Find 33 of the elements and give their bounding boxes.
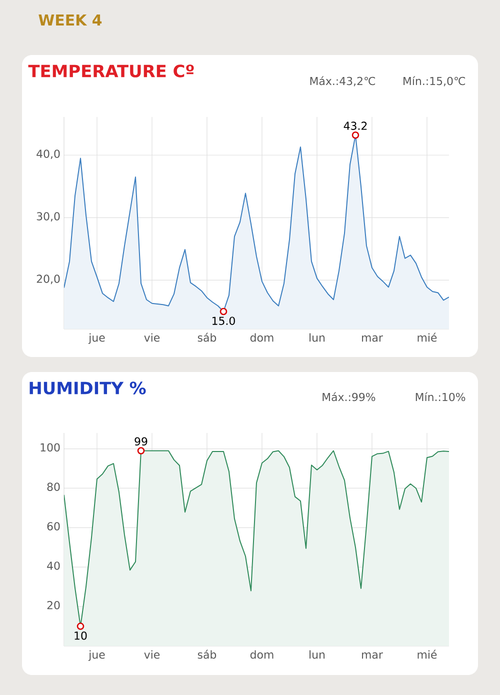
text: Mín.:10% [416, 392, 466, 402]
y-tick-label: 80 [47, 482, 60, 491]
x-tick-label: vie [144, 650, 160, 659]
y-tick-label: 100 [40, 443, 60, 452]
text: Máx.:99% [322, 392, 376, 402]
x-tick-label: sáb [198, 650, 216, 659]
y-tick-label: 20 [47, 601, 60, 610]
x-tick-label: mar [362, 652, 383, 659]
x-tick-label: mar [362, 335, 383, 342]
y-tick-label: 30,0 [36, 212, 60, 222]
chart-title: HUMIDITY % [30, 382, 146, 394]
x-tick-label: dom [250, 650, 274, 659]
annotation: 43.2 [344, 122, 367, 130]
x-tick-label: vie [144, 333, 160, 342]
x-tick-label: mié [418, 332, 437, 342]
text: Máx.:43,2℃ [310, 76, 376, 86]
x-tick-label: lun [310, 333, 325, 342]
x-tick-label: jue [88, 333, 105, 344]
x-tick-label: lun [310, 650, 325, 659]
annotation: 10 [74, 631, 87, 640]
annotation: 99 [134, 437, 148, 446]
y-tick-label: 60 [47, 522, 60, 530]
y-tick-label: 40,0 [36, 150, 60, 159]
text: Mín.:15,0℃ [404, 76, 466, 86]
y-tick-label: 20,0 [36, 274, 60, 284]
chart-title: TEMPERATURE Cº [28, 64, 194, 78]
y-tick-label: 40 [47, 562, 60, 570]
x-tick-label: jue [88, 650, 105, 661]
x-tick-label: sáb [198, 332, 216, 342]
annotation: 15.0 [212, 316, 235, 325]
x-tick-label: dom [250, 333, 274, 342]
x-tick-label: mié [418, 650, 437, 659]
text: WEEK 4 [38, 14, 102, 26]
